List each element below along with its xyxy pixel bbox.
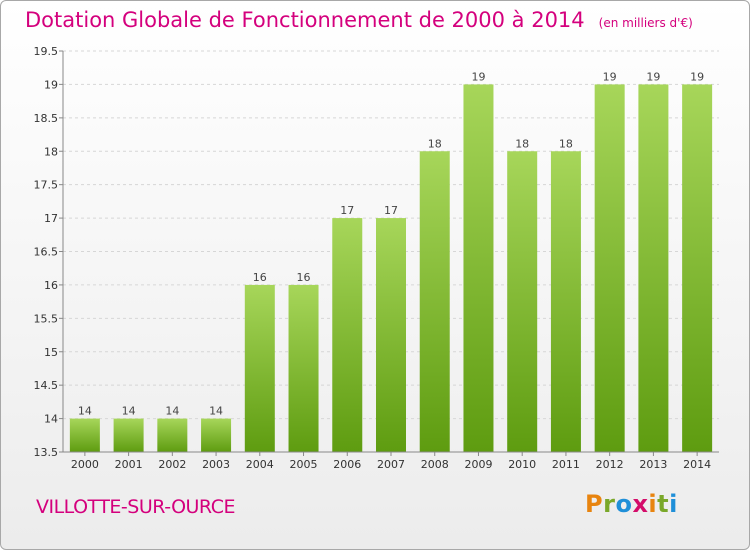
- y-tick-label: 15.5: [34, 312, 59, 325]
- x-tick-label: 2001: [115, 458, 143, 471]
- data-label: 19: [690, 70, 704, 83]
- y-tick-label: 18.5: [34, 112, 59, 125]
- logo-letter: i: [669, 490, 678, 518]
- data-label: 19: [471, 70, 485, 83]
- data-label: 17: [340, 204, 354, 217]
- data-label: 18: [428, 137, 442, 150]
- x-tick-label: 2003: [202, 458, 230, 471]
- x-tick-label: 2006: [333, 458, 361, 471]
- y-tick-label: 18: [44, 145, 58, 158]
- logo-letter: i: [648, 490, 658, 518]
- data-label: 17: [384, 204, 398, 217]
- y-tick-label: 13.5: [34, 446, 59, 459]
- x-tick-label: 2011: [552, 458, 580, 471]
- data-label: 14: [122, 405, 136, 418]
- y-tick-label: 17: [44, 212, 58, 225]
- commune-name: VILLOTTE-SUR-OURCE: [36, 496, 235, 518]
- logo-letter: o: [615, 490, 633, 518]
- data-label: 14: [165, 405, 179, 418]
- bar: [463, 84, 494, 453]
- y-tick-label: 14: [44, 413, 58, 426]
- bar: [682, 84, 713, 453]
- data-label: 16: [297, 271, 311, 284]
- data-label: 14: [78, 405, 92, 418]
- bar: [244, 284, 275, 452]
- x-tick-label: 2014: [683, 458, 711, 471]
- bar: [288, 284, 319, 452]
- chart-title: Dotation Globale de Fonctionnement de 20…: [25, 8, 693, 32]
- x-tick-label: 2009: [464, 458, 492, 471]
- bar: [638, 84, 669, 453]
- y-tick-label: 16: [44, 279, 58, 292]
- bar: [376, 218, 406, 452]
- x-tick-label: 2013: [639, 458, 667, 471]
- data-label: 16: [253, 271, 267, 284]
- bar: [157, 418, 188, 452]
- bars: 14 14 14 14 16 16 17 17 18 19 18 18 19 19 19: [69, 70, 713, 453]
- bar: [69, 418, 100, 452]
- chart-subtitle: (en milliers d'€): [598, 16, 693, 30]
- y-tick-label: 19.5: [34, 45, 59, 58]
- x-tick-label: 2004: [246, 458, 274, 471]
- chart-title-text: Dotation Globale de Fonctionnement de 20…: [25, 8, 585, 32]
- bar: [594, 84, 625, 453]
- logo-letter: r: [603, 490, 616, 518]
- x-tick-label: 2008: [421, 458, 449, 471]
- x-tick-label: 2002: [158, 458, 186, 471]
- proxiti-logo[interactable]: Proxiti: [585, 490, 678, 518]
- x-tick-label: 2012: [596, 458, 624, 471]
- bar: [113, 418, 144, 452]
- data-label: 19: [646, 70, 660, 83]
- axes: 13.5 14 14.5 15 15.5 16 16.5 17 17.5 18 18.5 19 19.5…: [34, 45, 719, 471]
- x-tick-label: 2007: [377, 458, 405, 471]
- logo-letter: t: [657, 490, 670, 518]
- bar: [332, 218, 363, 452]
- data-label: 14: [209, 405, 223, 418]
- bar: [507, 151, 538, 452]
- y-tick-label: 16.5: [34, 246, 59, 259]
- bar: [550, 151, 581, 452]
- data-label: 18: [515, 137, 529, 150]
- y-tick-label: 19: [44, 78, 58, 91]
- bar: [419, 151, 450, 452]
- x-tick-label: 2010: [508, 458, 536, 471]
- x-tick-label: 2005: [290, 458, 318, 471]
- data-label: 18: [559, 137, 573, 150]
- x-tick-label: 2000: [71, 458, 99, 471]
- y-tick-label: 17.5: [34, 179, 59, 192]
- bar: [201, 418, 232, 452]
- y-tick-label: 15: [44, 346, 58, 359]
- y-tick-label: 14.5: [34, 379, 59, 392]
- logo-letter: x: [632, 490, 649, 518]
- logo-letter: P: [585, 490, 604, 518]
- data-label: 19: [603, 70, 617, 83]
